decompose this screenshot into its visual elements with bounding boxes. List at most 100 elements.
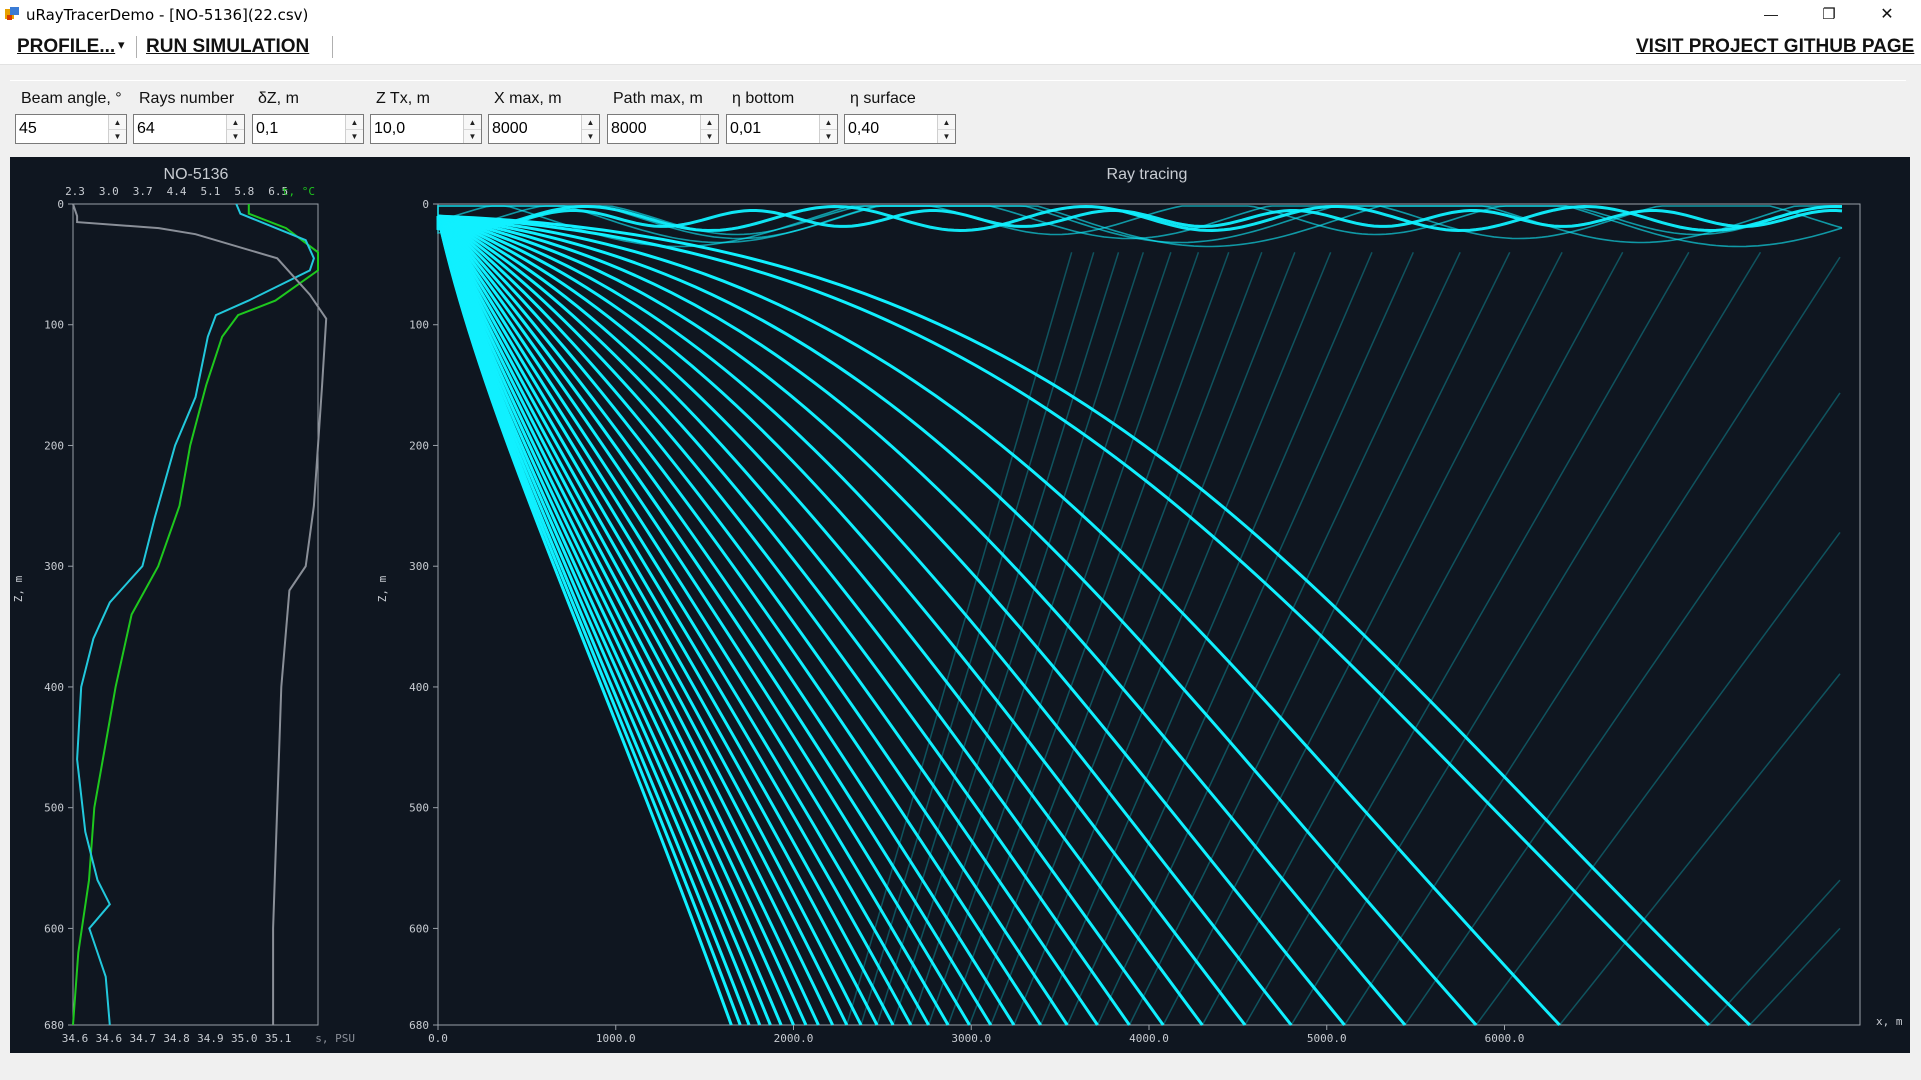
spin-up-icon[interactable]: ▲ — [346, 115, 363, 130]
spin-up-icon[interactable]: ▲ — [464, 115, 481, 130]
plots-canvas: NO-5136 0 100 200 300 400 500 600 680 2.3 3.0 3.7… — [12, 166, 1903, 1045]
ray-x-tick-label: 5000.0 — [1307, 1032, 1347, 1045]
ray-x-tick-label: 0.0 — [428, 1032, 448, 1045]
close-icon: ✕ — [1880, 6, 1894, 23]
spin-down-icon[interactable]: ▼ — [113, 131, 122, 141]
spin-up-icon[interactable]: ▲ — [582, 115, 599, 130]
temperature-tick-label: 3.7 — [133, 185, 153, 198]
title-bar: uRayTracerDemo - [NO-5136](22.csv) — ❐ ✕ — [0, 0, 1921, 28]
temperature-tick-label: 6.5 — [268, 185, 288, 198]
reflected-ray — [990, 252, 1296, 1026]
spin-up-icon[interactable]: ▲ — [938, 115, 955, 130]
ray-y-tick-label: 680 — [409, 1019, 429, 1032]
run-simulation-button[interactable]: RUN SIMULATION — [146, 36, 310, 57]
spin-down-icon[interactable]: ▼ — [586, 131, 595, 141]
ray-y-tick-label: 500 — [409, 802, 429, 815]
ray-x-tick-label: 2000.0 — [774, 1032, 814, 1045]
salinity-tick-label: 34.8 — [163, 1032, 190, 1045]
menu-bar — [0, 28, 1921, 65]
profile-y-tick-label: 500 — [44, 802, 64, 815]
spin-up-icon[interactable]: ▲ — [701, 115, 718, 130]
surface-ray — [436, 204, 1843, 233]
salinity-line — [76, 203, 315, 1026]
salinity-tick-label: 34.9 — [197, 1032, 224, 1045]
reflected-ray — [1404, 392, 1841, 1026]
ray — [436, 215, 895, 1026]
reflected-ray — [1290, 251, 1762, 1026]
eta-surface-stepper[interactable]: 0,40 ▲ ▼ — [844, 114, 956, 144]
stepper-value[interactable]: 0,01 — [730, 120, 762, 137]
ray — [436, 215, 834, 1026]
temperature-tick-label: 5.1 — [200, 185, 220, 198]
stepper-value[interactable]: 0,40 — [848, 120, 880, 137]
profile-menu[interactable]: PROFILE... — [17, 36, 116, 57]
x-max-stepper[interactable]: 8000 ▲ ▼ — [488, 114, 600, 144]
param-label: Path max, m — [613, 90, 703, 107]
reflected-ray — [910, 252, 1172, 1026]
spin-down-icon[interactable]: ▼ — [705, 131, 714, 141]
param-label: Rays number — [139, 90, 235, 107]
github-link[interactable]: VISIT PROJECT GITHUB PAGE — [1636, 36, 1915, 57]
ray — [437, 214, 1247, 1026]
reflected-ray — [876, 252, 1120, 1026]
ray — [437, 214, 1710, 1027]
ray-x-tick-label: 6000.0 — [1485, 1032, 1525, 1045]
ray — [437, 214, 1478, 1026]
reflected-ray — [1128, 251, 1511, 1026]
ray — [436, 215, 863, 1026]
maximize-button[interactable]: ❐ — [1800, 0, 1858, 28]
spin-up-icon[interactable]: ▲ — [227, 115, 244, 130]
param-label: X max, m — [494, 90, 562, 107]
ray-x-axis-label: x, m — [1876, 1015, 1903, 1028]
spin-down-icon[interactable]: ▼ — [231, 131, 240, 141]
salinity-tick-label: 35.1 — [265, 1032, 292, 1045]
ray — [436, 215, 930, 1026]
ray — [436, 215, 993, 1026]
close-button[interactable]: ✕ — [1858, 0, 1916, 28]
rays-number-stepper[interactable]: 64 ▲ ▼ — [133, 114, 245, 144]
z-tx-stepper[interactable]: 10,0 ▲ ▼ — [370, 114, 482, 144]
temperature-tick-label: 3.0 — [99, 185, 119, 198]
reflected-ray — [1475, 531, 1841, 1026]
spin-up-icon[interactable]: ▲ — [109, 115, 126, 130]
stepper-value[interactable]: 8000 — [492, 120, 528, 137]
stepper-value[interactable]: 64 — [137, 120, 155, 137]
reflected-ray — [1013, 252, 1332, 1026]
ray-tracing-chart: Ray tracing 0 100 200 300 400 500 600 680 0.0 10… — [376, 166, 1903, 1045]
chevron-down-icon[interactable]: ▾ — [118, 37, 125, 52]
spin-down-icon[interactable]: ▼ — [942, 131, 951, 141]
spin-down-icon[interactable]: ▼ — [468, 131, 477, 141]
ray — [436, 215, 849, 1026]
ray — [436, 215, 971, 1026]
ray — [436, 215, 913, 1026]
refracted-rays — [436, 214, 1751, 1027]
reflected-ray — [1749, 927, 1841, 1026]
ray — [437, 214, 1069, 1026]
path-max-stepper[interactable]: 8000 ▲ ▼ — [607, 114, 719, 144]
ray-y-tick-label: 0 — [422, 198, 429, 211]
minimize-button[interactable]: — — [1742, 0, 1800, 28]
delta-z-stepper[interactable]: 0,1 ▲ ▼ — [252, 114, 364, 144]
eta-bottom-stepper[interactable]: 0,01 ▲ ▼ — [726, 114, 838, 144]
spin-down-icon[interactable]: ▼ — [824, 131, 833, 141]
stepper-value[interactable]: 8000 — [611, 120, 647, 137]
param-label: η bottom — [732, 90, 795, 107]
reflected-ray — [846, 252, 1073, 1026]
sound-speed-line — [72, 203, 328, 1025]
stepper-value[interactable]: 0,1 — [256, 120, 279, 137]
ray — [437, 214, 1204, 1026]
stepper-value[interactable]: 45 — [19, 120, 37, 137]
stepper-value[interactable]: 10,0 — [374, 120, 406, 137]
salinity-axis-label: s, PSU — [315, 1032, 355, 1045]
temperature-tick-label: 5.8 — [234, 185, 254, 198]
ray — [437, 214, 1165, 1026]
beam-angle-stepper[interactable]: 45 ▲ ▼ — [15, 114, 127, 144]
status-bar — [0, 1060, 1921, 1080]
spin-down-icon[interactable]: ▼ — [350, 131, 359, 141]
ray-frame — [437, 203, 1861, 1026]
spin-up-icon[interactable]: ▲ — [820, 115, 837, 130]
reflected-ray — [1201, 251, 1624, 1026]
ray — [437, 214, 1561, 1027]
param-label: η surface — [850, 90, 916, 107]
reflected-ray — [947, 252, 1230, 1026]
